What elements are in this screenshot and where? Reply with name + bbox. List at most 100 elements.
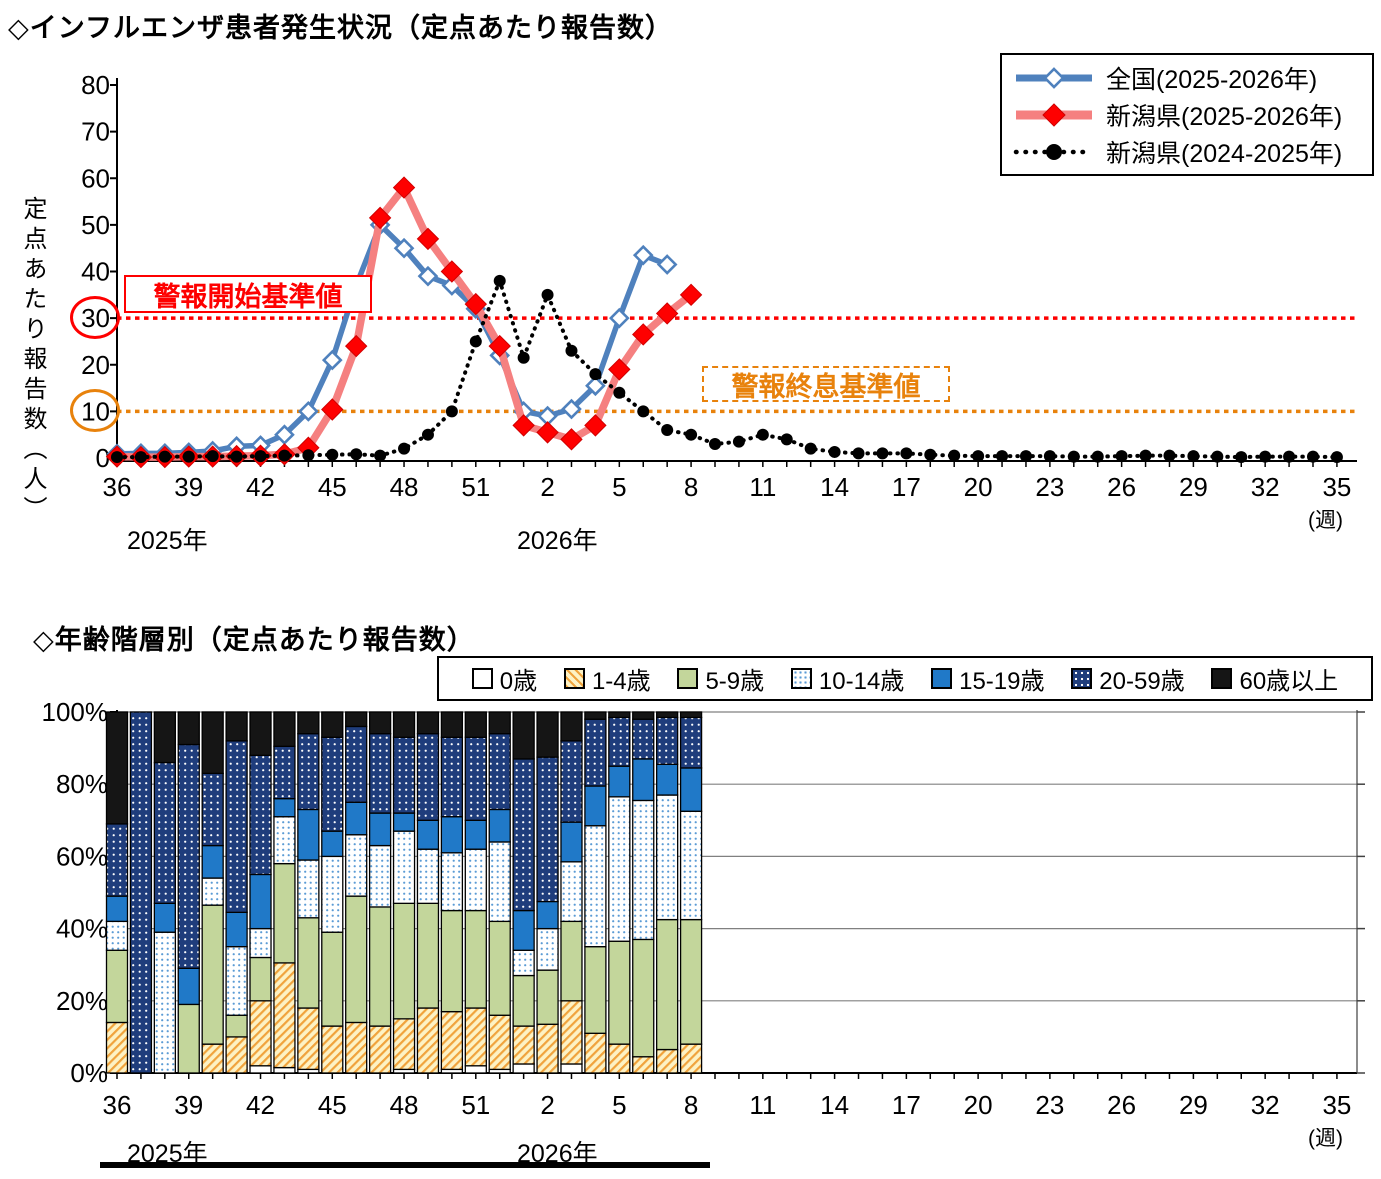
alert-start-threshold-circle [70,296,120,339]
stacked-bar-week-46 [345,711,368,1074]
age-swatch-icon [1071,668,1093,689]
bottom-x-tick-label: 20 [964,1090,993,1120]
stacked-bar-week-8 [679,711,703,1074]
bottom-x-tick-label: 8 [684,1090,698,1120]
top-chart-year-2026: 2026年 [517,527,598,555]
bottom-x-tick-label: 48 [390,1090,419,1120]
top-x-tick-label: 2 [540,472,554,502]
bottom-x-tick-label: 5 [612,1090,626,1120]
top-x-tick-label: 36 [103,472,132,502]
top-x-tick-label: 5 [612,472,626,502]
stacked-bar-week-5 [608,711,631,1074]
age-legend-item-5: 20-59歳 [1071,661,1185,696]
age-swatch-icon [677,668,699,689]
red-diamond-line-icon [1016,102,1092,127]
top-x-tick-label: 26 [1107,472,1136,502]
stacked-bar-week-2 [536,711,559,1074]
top-chart-title: ◇インフルエンザ患者発生状況（定点あたり報告数） [8,13,673,43]
age-legend-label: 0歳 [499,668,538,695]
top-x-tick-label: 11 [749,472,776,502]
bottom-x-tick-label: 14 [820,1090,849,1120]
stacked-bar-week-41 [225,711,248,1074]
age-swatch-icon [790,668,812,689]
legend-item-0: 全国(2025-2026年) [1012,59,1362,96]
age-legend-label: 20-59歳 [1099,668,1185,695]
bottom-bar-chart: 0% 20% 40% 60% 80% 100% 36 39 42 45 48 51 2 5 8 11 14 17 2… [42,697,1365,1120]
age-legend-item-3: 10-14歳 [790,661,905,696]
bottom-x-tick-label: 51 [461,1090,490,1120]
bottom-y-tick-label: 60% [56,841,108,871]
stacked-bar-week-45 [321,711,344,1074]
age-legend-item-6: 60歳以上 [1211,661,1338,696]
top-x-tick-label: 8 [684,472,698,502]
bottom-chart-title: ◇年齢階層別（定点あたり報告数） [33,625,475,655]
age-legend-label: 1-4歳 [591,668,651,695]
bottom-x-tick-label: 32 [1251,1090,1280,1120]
age-legend-item-1: 1-4歳 [563,661,651,696]
stacked-bar-week-43 [273,711,296,1074]
age-legend-label: 60歳以上 [1239,668,1339,695]
top-x-tick-label: 39 [174,472,203,502]
top-chart-year-2025: 2025年 [127,527,208,555]
stacked-bar-week-7 [656,711,679,1074]
series-niigata-2024-2025 [111,274,1343,464]
top-x-tick-label: 20 [964,472,993,502]
bottom-x-tick-label: 26 [1107,1090,1136,1120]
blue-diamond-line-icon [1016,66,1092,89]
age-swatch-icon [471,668,493,689]
series-niigata-2025-2026 [105,176,703,469]
top-y-tick-label: 50 [81,210,110,240]
top-x-tick-label: 14 [820,472,849,502]
stacked-bar-week-51 [464,711,487,1074]
stacked-bar-week-3 [560,711,583,1074]
bottom-chart-legend: 0歳 1-4歳 5-9歳 10-14歳 15-19歳 20-59歳 60歳以上 [437,656,1373,701]
top-y-tick-label: 20 [81,350,110,380]
top-x-tick-label: 35 [1322,472,1351,502]
stacked-bar-week-6 [632,711,655,1074]
bottom-x-tick-label: 36 [103,1090,132,1120]
legend-item-1: 新潟県(2025-2026年) [1012,96,1362,133]
bottom-x-tick-label: 17 [892,1090,921,1120]
stacked-bar-week-39 [177,711,200,1074]
stacked-bar-week-4 [584,711,607,1074]
top-y-tick-label: 0 [96,443,110,473]
alert-end-threshold-circle [70,389,120,432]
stacked-bar-week-37 [129,711,153,1074]
bottom-y-tick-label: 20% [56,986,108,1016]
age-legend-item-0: 0歳 [471,661,538,696]
top-chart-legend: 全国(2025-2026年) 新潟県(2025-2026年) 新潟県(2024-20… [1000,53,1374,176]
top-chart-y-axis-title: 定点あたり報告数（人） [19,196,46,526]
age-legend-item-2: 5-9歳 [677,661,764,696]
stacked-bar-week-42 [249,711,272,1074]
stacked-bar-week-40 [201,711,224,1074]
alert-end-label: 警報終息基準値 [702,366,950,402]
legend-item-label: 全国(2025-2026年) [1106,65,1318,94]
top-x-tick-label: 51 [461,472,490,502]
bottom-x-tick-label: 11 [749,1090,776,1120]
stacked-bar-week-36 [105,711,129,1074]
bottom-y-tick-label: 0% [70,1058,108,1088]
legend-item-2: 新潟県(2024-2025年) [1012,133,1362,170]
legend-item-label: 新潟県(2025-2026年) [1106,102,1343,131]
legend-item-label: 新潟県(2024-2025年) [1106,139,1343,168]
top-x-tick-label: 17 [892,472,921,502]
bottom-x-tick-label: 35 [1322,1090,1351,1120]
age-legend-label: 10-14歳 [818,668,905,695]
stacked-bar-week-47 [368,711,392,1074]
age-swatch-icon [563,668,585,689]
stacked-bar-week-38 [153,711,176,1074]
top-x-tick-label: 45 [318,472,347,502]
top-y-tick-label: 70 [81,117,110,147]
bottom-x-tick-label: 23 [1035,1090,1064,1120]
top-x-tick-label: 23 [1035,472,1064,502]
stacked-bar-week-1 [512,711,535,1074]
bottom-x-tick-label: 39 [174,1090,203,1120]
age-legend-label: 5-9歳 [705,668,765,695]
top-y-tick-label: 60 [81,163,110,193]
stacked-bar-week-48 [392,711,416,1074]
top-x-tick-label: 29 [1179,472,1208,502]
bottom-x-tick-label: 29 [1179,1090,1208,1120]
top-y-tick-label: 40 [81,257,110,287]
